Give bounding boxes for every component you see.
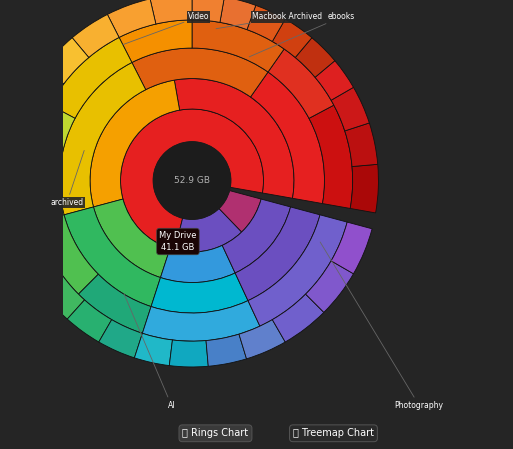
Wedge shape <box>99 320 143 358</box>
Wedge shape <box>22 246 62 290</box>
Wedge shape <box>119 20 192 62</box>
Text: archived: archived <box>50 150 84 207</box>
Wedge shape <box>248 215 347 326</box>
Wedge shape <box>219 190 261 232</box>
Wedge shape <box>6 180 35 219</box>
Wedge shape <box>174 79 294 198</box>
Text: AI: AI <box>124 294 175 409</box>
Wedge shape <box>6 142 35 180</box>
Text: Video: Video <box>123 13 209 44</box>
Text: Photography: Photography <box>320 242 444 409</box>
Text: ⭳ Rings Chart: ⭳ Rings Chart <box>183 428 248 438</box>
Wedge shape <box>10 214 45 256</box>
Wedge shape <box>295 38 335 77</box>
Wedge shape <box>121 109 264 250</box>
Wedge shape <box>43 38 89 84</box>
Wedge shape <box>350 164 379 213</box>
Wedge shape <box>309 105 352 208</box>
Wedge shape <box>90 80 180 207</box>
Wedge shape <box>41 275 85 319</box>
Wedge shape <box>161 245 235 282</box>
Wedge shape <box>222 199 290 273</box>
Wedge shape <box>132 48 268 97</box>
Wedge shape <box>107 0 156 37</box>
Wedge shape <box>22 68 64 115</box>
Wedge shape <box>192 20 284 72</box>
Wedge shape <box>247 5 285 41</box>
Wedge shape <box>345 123 378 167</box>
Circle shape <box>153 142 231 219</box>
Wedge shape <box>134 333 172 365</box>
Wedge shape <box>239 320 285 359</box>
Wedge shape <box>192 0 224 22</box>
Wedge shape <box>50 37 132 119</box>
Wedge shape <box>67 300 112 342</box>
Wedge shape <box>268 49 334 119</box>
Wedge shape <box>60 62 146 215</box>
Text: ebooks: ebooks <box>249 13 355 57</box>
Text: ⎘ Treemap Chart: ⎘ Treemap Chart <box>293 428 374 438</box>
Wedge shape <box>64 207 161 307</box>
Wedge shape <box>150 0 192 24</box>
Wedge shape <box>315 61 353 100</box>
Wedge shape <box>143 301 260 341</box>
Wedge shape <box>306 261 353 313</box>
Wedge shape <box>272 294 324 342</box>
Text: Macbook Archived: Macbook Archived <box>216 13 323 29</box>
Wedge shape <box>272 19 312 57</box>
Wedge shape <box>175 208 242 252</box>
Wedge shape <box>220 0 256 30</box>
Wedge shape <box>250 72 325 203</box>
Wedge shape <box>169 340 208 367</box>
Wedge shape <box>31 105 75 222</box>
Wedge shape <box>331 88 369 131</box>
Wedge shape <box>72 14 119 57</box>
Wedge shape <box>78 274 151 333</box>
Wedge shape <box>37 215 98 294</box>
Wedge shape <box>235 207 320 301</box>
Wedge shape <box>206 334 247 366</box>
Wedge shape <box>151 273 248 313</box>
Text: 52.9 GB: 52.9 GB <box>174 176 210 185</box>
Wedge shape <box>331 222 372 274</box>
Wedge shape <box>93 199 170 277</box>
Text: My Drive
41.1 GB: My Drive 41.1 GB <box>159 231 196 252</box>
Wedge shape <box>10 105 45 147</box>
